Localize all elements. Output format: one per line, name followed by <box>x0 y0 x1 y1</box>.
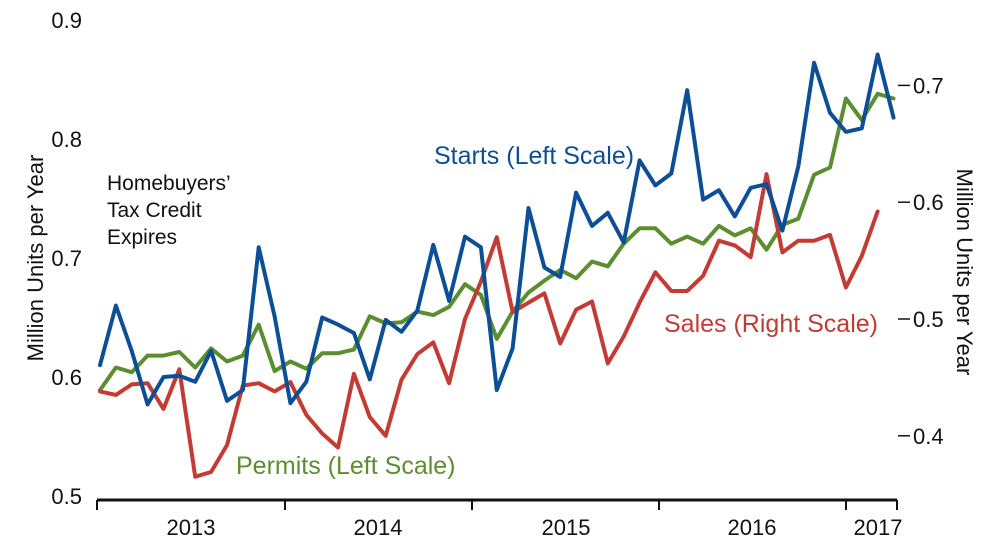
x-tick-label: 2016 <box>728 515 777 540</box>
left-tick-label: 0.9 <box>51 8 82 33</box>
x-tick-label: 2015 <box>542 515 591 540</box>
right-tick-label: 0.6 <box>913 190 944 215</box>
annotation-line-3: Expires <box>107 226 177 249</box>
left-axis: 0.5 0.6 0.7 0.8 0.9 <box>51 8 82 509</box>
series-line-permits <box>98 91 896 393</box>
series-label-starts: Starts (Left Scale) <box>434 142 634 170</box>
annotation-text: Homebuyers’ Tax Credit Expires <box>107 172 236 249</box>
annotation-line-2: Tax Credit <box>107 199 202 222</box>
annotation-line-1: Homebuyers’ <box>107 172 230 195</box>
left-axis-title: Million Units per Year <box>23 155 48 362</box>
right-tick-label: 0.5 <box>913 307 944 332</box>
series-label-permits: Permits (Left Scale) <box>236 452 456 480</box>
left-tick-label: 0.6 <box>51 365 82 390</box>
series-line-starts <box>98 52 896 407</box>
right-tick-label: 0.7 <box>913 73 944 98</box>
left-tick-label: 0.5 <box>51 484 82 509</box>
x-axis: 2013 2014 2015 2016 2017 <box>96 498 903 540</box>
series-label-sales: Sales (Right Scale) <box>664 310 878 338</box>
x-tick-label: 2017 <box>854 515 903 540</box>
left-tick-label: 0.7 <box>51 246 82 271</box>
x-tick-label: 2013 <box>167 515 216 540</box>
series-lines <box>98 52 896 479</box>
x-tick-label: 2014 <box>354 515 403 540</box>
series-line-sales <box>98 172 880 479</box>
right-axis-title: Million Units per Year <box>952 169 977 376</box>
right-axis: 0.4 0.5 0.6 0.7 <box>898 73 944 449</box>
right-tick-label: 0.4 <box>913 424 944 449</box>
left-tick-label: 0.8 <box>51 127 82 152</box>
